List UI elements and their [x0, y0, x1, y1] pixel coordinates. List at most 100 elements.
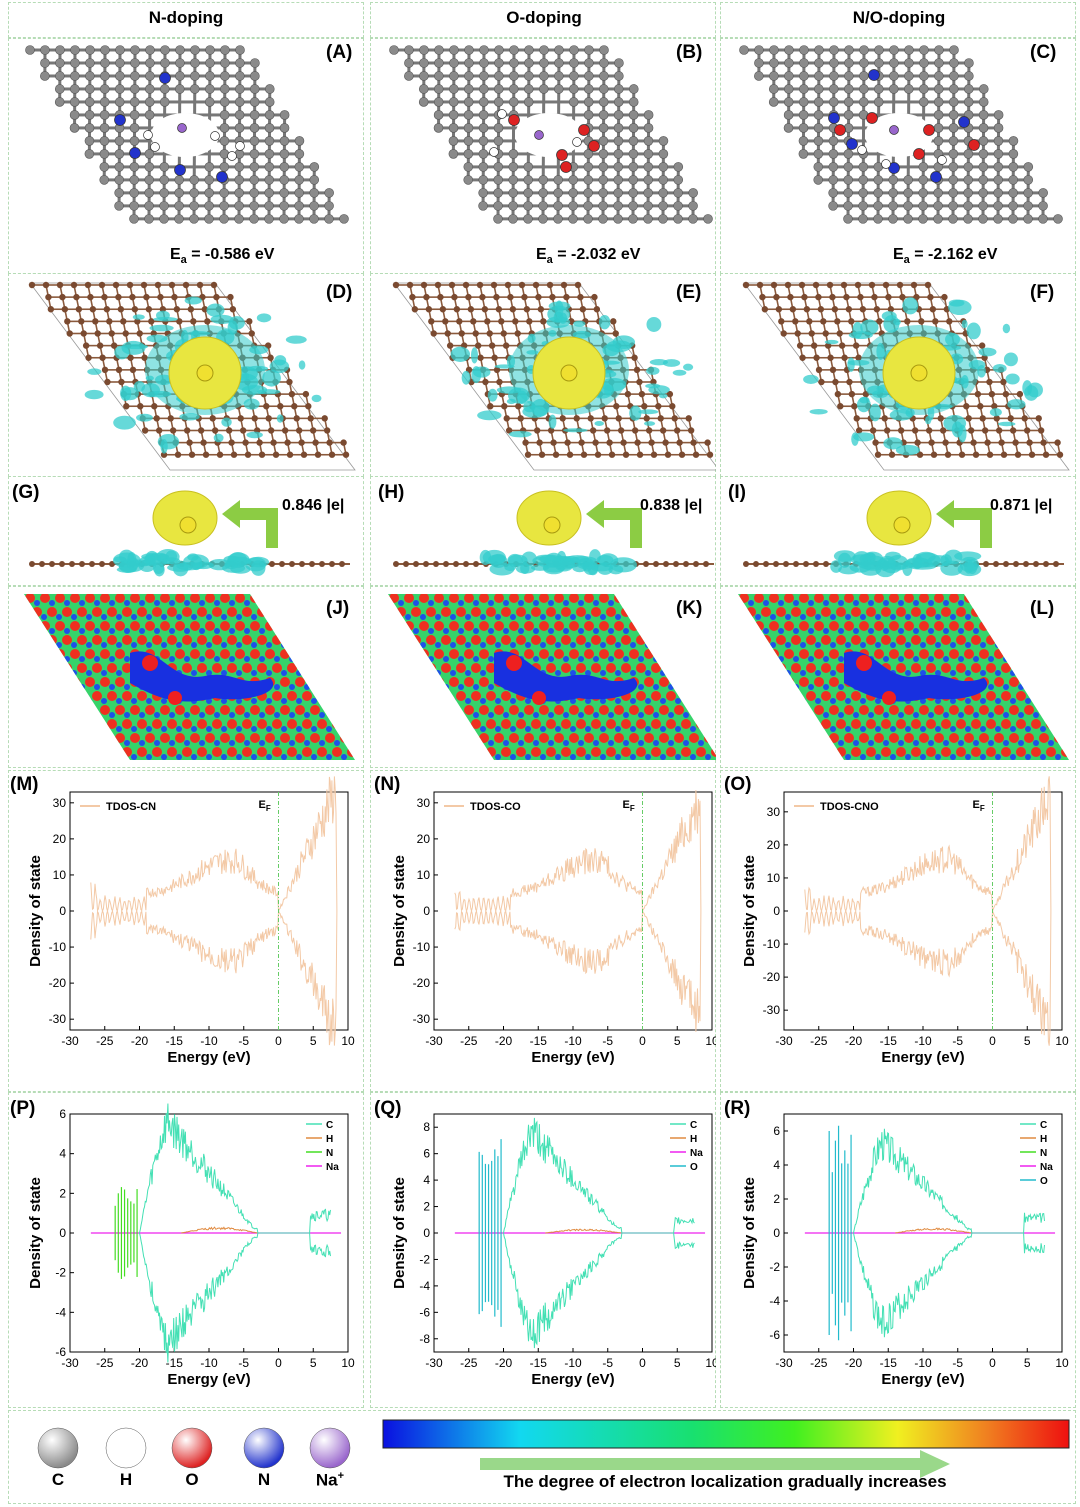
- carbon-atom: [115, 45, 125, 55]
- carbon-atom: [54, 97, 65, 107]
- carbon-atom: [61, 306, 69, 313]
- elf-high: [355, 733, 362, 743]
- adsorption-energy-o: Ea = -2.032 eV: [536, 246, 641, 267]
- elf-high: [332, 635, 342, 645]
- carbon-atom: [643, 162, 654, 172]
- elf-high: [539, 649, 549, 659]
- elf-low: [388, 712, 389, 718]
- carbon-atom: [309, 201, 319, 211]
- carbon-atom: [114, 136, 125, 146]
- carbon-atom: [858, 188, 868, 198]
- carbon-atom: [829, 293, 836, 301]
- carbon-atom: [219, 110, 230, 120]
- carbon-atom: [234, 214, 244, 224]
- elf-high: [175, 705, 185, 715]
- carbon-atom: [613, 136, 624, 146]
- dopant-atom: [159, 72, 171, 84]
- elf-low: [199, 712, 205, 718]
- elf-low: [480, 698, 486, 704]
- carbon-atom: [653, 561, 659, 567]
- carbon-atom: [815, 293, 822, 301]
- carbon-atom: [145, 45, 155, 55]
- isosurface-lobe: [160, 438, 168, 454]
- carbon-atom: [613, 110, 624, 120]
- elf-low: [131, 698, 137, 704]
- elf-high: [167, 607, 177, 617]
- carbon-atom: [249, 201, 259, 211]
- elf-high: [242, 635, 252, 645]
- elf-high: [24, 747, 27, 757]
- carbon-atom: [136, 330, 143, 337]
- vacancy: [515, 113, 583, 157]
- elf-low: [221, 670, 227, 676]
- elf-high: [145, 705, 155, 715]
- carbon-atom: [463, 162, 474, 172]
- dopant-atom: [114, 114, 126, 126]
- elf-low: [131, 642, 137, 648]
- carbon-atom: [478, 149, 489, 159]
- elf-high: [419, 649, 429, 659]
- sodium-atom: [893, 516, 911, 534]
- carbon-atom: [799, 71, 809, 81]
- carbon-atom: [490, 281, 498, 289]
- carbon-atom: [583, 97, 594, 107]
- elf-low: [311, 670, 317, 676]
- elf-high: [55, 594, 65, 603]
- elf-high: [250, 621, 260, 631]
- isosurface-lobe: [880, 559, 889, 572]
- carbon-atom: [309, 561, 315, 567]
- carbon-atom: [249, 214, 259, 224]
- elf-low: [236, 670, 242, 676]
- carbon-atom: [859, 306, 867, 313]
- elf-low: [24, 656, 25, 662]
- elf-high: [122, 635, 132, 645]
- carbon-atom: [478, 175, 489, 185]
- sodium-atom: [543, 516, 561, 534]
- carbon-atom: [462, 281, 470, 289]
- elf-low: [41, 754, 47, 760]
- carbon-atom: [437, 293, 444, 301]
- carbon-atom: [919, 45, 929, 55]
- carbon-atom: [144, 84, 155, 94]
- carbon-atom: [827, 354, 834, 361]
- elf-low: [630, 642, 636, 648]
- elf-low: [56, 614, 62, 620]
- carbon-atom: [114, 175, 125, 185]
- carbon-atom: [498, 318, 505, 325]
- carbon-atom: [784, 281, 792, 289]
- elf-high: [212, 607, 222, 617]
- elf-high: [449, 705, 459, 715]
- carbon-atom: [1023, 162, 1034, 172]
- carbon-atom: [583, 162, 594, 172]
- elf-high: [486, 691, 496, 701]
- carbon-atom: [101, 293, 108, 301]
- carbon-atom: [784, 58, 794, 68]
- elf-low: [64, 712, 70, 718]
- elf-low: [563, 712, 569, 718]
- carbon-atom: [45, 293, 52, 301]
- carbon-atom: [783, 84, 794, 94]
- elf-low: [600, 670, 606, 676]
- carbon-atom: [1023, 201, 1033, 211]
- elf-low: [139, 740, 145, 746]
- carbon-atom: [249, 123, 260, 133]
- elf-low: [109, 684, 115, 690]
- elf-low: [405, 642, 411, 648]
- carbon-atom: [84, 84, 95, 94]
- elf-low: [388, 684, 389, 690]
- carbon-atom: [1008, 201, 1018, 211]
- carbon-atom: [658, 149, 669, 159]
- carbon-atom: [657, 415, 664, 422]
- elf-low: [683, 628, 689, 634]
- carbon-atom: [1023, 214, 1033, 224]
- elf-low: [244, 740, 250, 746]
- carbon-atom: [182, 281, 190, 289]
- elf-low: [94, 740, 100, 746]
- elf-low: [413, 656, 419, 662]
- elf-low: [266, 670, 272, 676]
- isosurface-lobe: [298, 360, 306, 370]
- panel-cell: [720, 2, 1076, 38]
- carbon-atom: [918, 318, 925, 325]
- elf-high: [471, 691, 481, 701]
- elf-high: [250, 705, 260, 715]
